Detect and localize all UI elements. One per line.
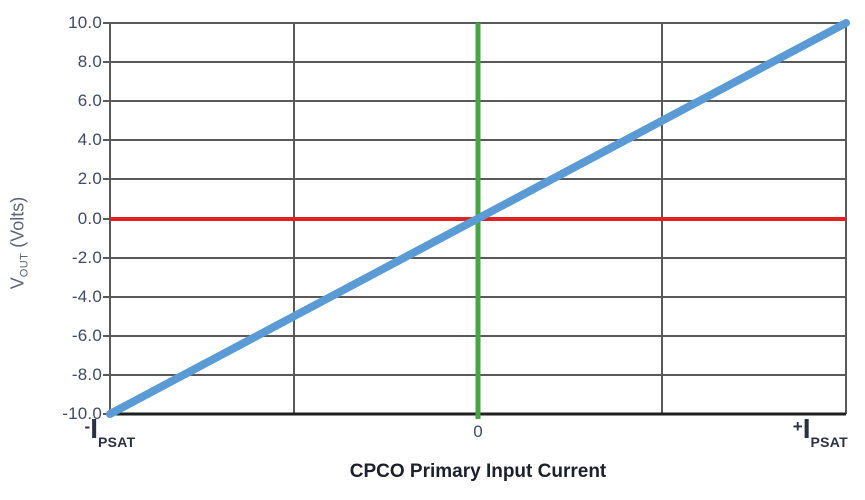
y-tick-label: 6.0 (77, 91, 102, 111)
x-tick-label-zero: 0 (473, 422, 483, 441)
y-tick-label: -4.0 (71, 286, 102, 306)
x-right-subscript: PSAT (810, 434, 848, 450)
y-axis-tick-labels: 10.0 8.0 6.0 4.0 2.0 0.0 -2.0 -4.0 -6.0 -8.0 -10.0 (0, 13, 102, 423)
y-tick-label: -2.0 (71, 247, 102, 267)
y-tick-mark (103, 178, 110, 181)
y-tick-mark (103, 217, 110, 220)
x-tick-label-negative-ipsat: -IPSAT (85, 413, 136, 450)
y-tick-label: -8.0 (71, 364, 102, 384)
x-right-sign: + (792, 417, 803, 436)
transfer-line-layer (106, 19, 850, 418)
x-axis-title: CPCO Primary Input Current (349, 461, 607, 482)
y-tick-mark (103, 100, 110, 103)
y-tick-label: 8.0 (77, 52, 102, 72)
y-tick-mark (103, 295, 110, 298)
transfer-line (106, 19, 850, 418)
y-tick-label: 10.0 (68, 13, 102, 32)
y-tick-label: 2.0 (77, 169, 102, 189)
y-tick-mark (103, 61, 110, 64)
y-tick-mark (103, 373, 110, 376)
y-tick-mark (103, 22, 110, 24)
x-left-sign: - (84, 417, 91, 436)
y-tick-mark (103, 334, 110, 337)
y-tick-label: -10.0 (62, 404, 102, 423)
x-tick-label-positive-ipsat: +IPSAT (793, 413, 848, 450)
x-left-subscript: PSAT (97, 434, 136, 450)
y-tick-mark (103, 139, 110, 142)
y-tick-label: 0.0 (77, 208, 102, 228)
y-tick-label: 4.0 (77, 130, 102, 150)
plot-area (106, 19, 850, 419)
x-right-symbol: I (802, 413, 811, 444)
plot-right-border (845, 23, 847, 414)
x-left-symbol: I (90, 413, 98, 444)
y-tick-mark (103, 256, 110, 259)
y-tick-label: -6.0 (71, 325, 102, 345)
